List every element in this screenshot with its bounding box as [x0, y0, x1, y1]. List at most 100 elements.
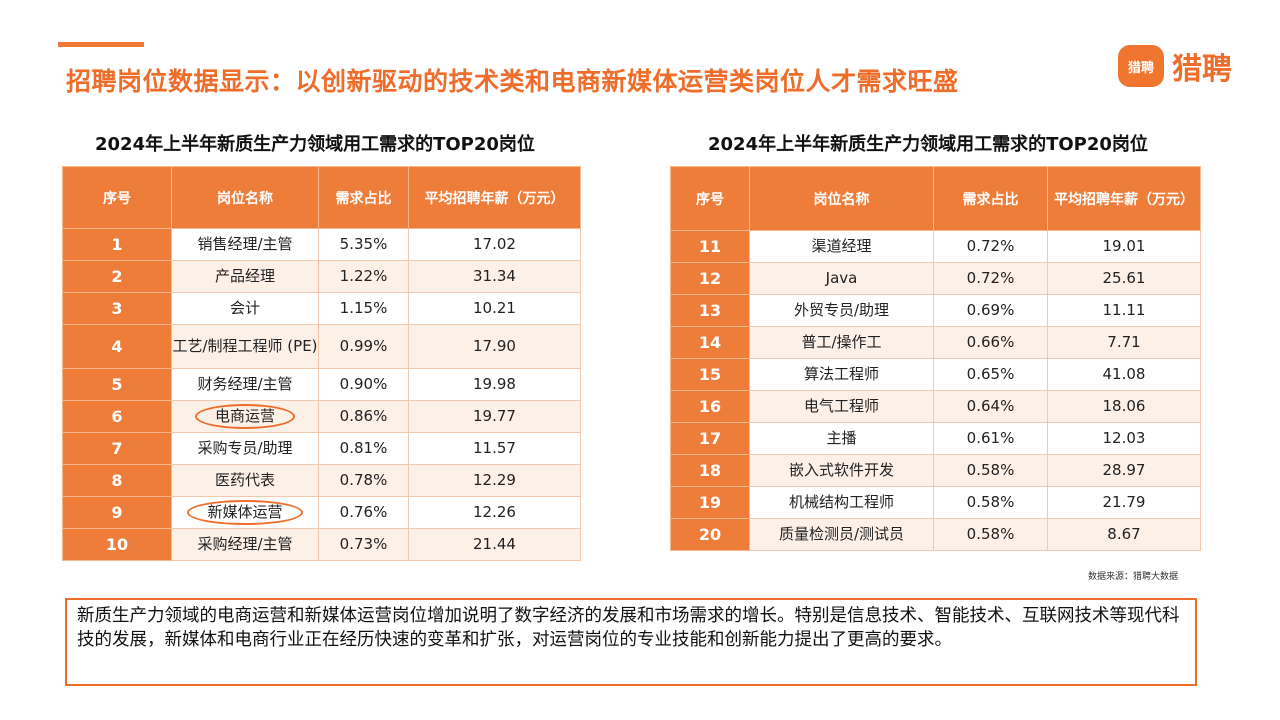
avg-salary: 17.02 [408, 228, 581, 261]
rank-number: 11 [670, 230, 750, 263]
rank-number: 15 [670, 358, 750, 391]
rank-number: 13 [670, 294, 750, 327]
avg-salary: 11.57 [408, 432, 581, 465]
header-no: 序号 [670, 166, 750, 231]
avg-salary: 12.03 [1047, 422, 1201, 455]
page-title: 招聘岗位数据显示：以创新驱动的技术类和电商新媒体运营类岗位人才需求旺盛 [66, 67, 959, 96]
table-row: 10 采购经理/主管 0.73% 21.44 [62, 528, 581, 561]
header-avg-salary: 平均招聘年薪（万元） [408, 166, 581, 229]
avg-salary: 10.21 [408, 292, 581, 325]
header-no: 序号 [62, 166, 172, 229]
rank-number: 16 [670, 390, 750, 423]
demand-share: 0.58% [933, 518, 1048, 551]
rank-number: 19 [670, 486, 750, 519]
rank-number: 20 [670, 518, 750, 551]
avg-salary: 19.77 [408, 400, 581, 433]
demand-share: 0.66% [933, 326, 1048, 359]
title-accent-bar [58, 42, 144, 47]
avg-salary: 18.06 [1047, 390, 1201, 423]
job-name: 外贸专员/助理 [749, 294, 934, 327]
avg-salary: 25.61 [1047, 262, 1201, 295]
table-row: 8 医药代表 0.78% 12.29 [62, 464, 581, 497]
demand-share: 0.76% [318, 496, 409, 529]
job-name: 产品经理 [171, 260, 319, 293]
job-name: 普工/操作工 [749, 326, 934, 359]
left-jobs-table: 序号 岗位名称 需求占比 平均招聘年薪（万元） 1 销售经理/主管 5.35% 17.… [62, 166, 581, 561]
table-row: 20 质量检测员/测试员 0.58% 8.67 [670, 518, 1201, 551]
highlight-circle: 电商运营 [194, 404, 295, 429]
header-job-name: 岗位名称 [749, 166, 934, 231]
avg-salary: 19.01 [1047, 230, 1201, 263]
job-name: 新媒体运营 [171, 496, 319, 529]
table-row: 9 新媒体运营 0.76% 12.26 [62, 496, 581, 529]
table-row: 1 销售经理/主管 5.35% 17.02 [62, 228, 581, 261]
demand-share: 0.72% [933, 230, 1048, 263]
demand-share: 0.65% [933, 358, 1048, 391]
table-row: 2 产品经理 1.22% 31.34 [62, 260, 581, 293]
job-name: 质量检测员/测试员 [749, 518, 934, 551]
demand-share: 0.86% [318, 400, 409, 433]
rank-number: 1 [62, 228, 172, 261]
demand-share: 1.15% [318, 292, 409, 325]
table-row: 4 工艺/制程工程师 (PE) 0.99% 17.90 [62, 324, 581, 369]
table-row: 15 算法工程师 0.65% 41.08 [670, 358, 1201, 391]
rank-number: 8 [62, 464, 172, 497]
demand-share: 0.99% [318, 324, 409, 369]
table-row: 13 外贸专员/助理 0.69% 11.11 [670, 294, 1201, 327]
job-name: 采购专员/助理 [171, 432, 319, 465]
avg-salary: 7.71 [1047, 326, 1201, 359]
job-name: 电气工程师 [749, 390, 934, 423]
demand-share: 0.69% [933, 294, 1048, 327]
right-jobs-table: 序号 岗位名称 需求占比 平均招聘年薪（万元） 11 渠道经理 0.72% 19.01… [670, 166, 1201, 551]
job-name: 机械结构工程师 [749, 486, 934, 519]
table-row: 7 采购专员/助理 0.81% 11.57 [62, 432, 581, 465]
job-name: 主播 [749, 422, 934, 455]
demand-share: 0.58% [933, 454, 1048, 487]
demand-share: 0.64% [933, 390, 1048, 423]
avg-salary: 12.26 [408, 496, 581, 529]
job-name: 渠道经理 [749, 230, 934, 263]
rank-number: 7 [62, 432, 172, 465]
demand-share: 0.72% [933, 262, 1048, 295]
job-name: 财务经理/主管 [171, 368, 319, 401]
avg-salary: 19.98 [408, 368, 581, 401]
table-row: 19 机械结构工程师 0.58% 21.79 [670, 486, 1201, 519]
demand-share: 0.58% [933, 486, 1048, 519]
table-row: 14 普工/操作工 0.66% 7.71 [670, 326, 1201, 359]
data-source-note: 数据来源：猎聘大数据 [1088, 572, 1179, 582]
rank-number: 6 [62, 400, 172, 433]
avg-salary: 8.67 [1047, 518, 1201, 551]
rank-number: 17 [670, 422, 750, 455]
demand-share: 0.78% [318, 464, 409, 497]
avg-salary: 21.44 [408, 528, 581, 561]
table-row: 11 渠道经理 0.72% 19.01 [670, 230, 1201, 263]
table-row: 16 电气工程师 0.64% 18.06 [670, 390, 1201, 423]
left-table-title: 2024年上半年新质生产力领域用工需求的TOP20岗位 [95, 134, 535, 155]
header-job-name: 岗位名称 [171, 166, 319, 229]
avg-salary: 28.97 [1047, 454, 1201, 487]
demand-share: 0.61% [933, 422, 1048, 455]
job-name: 会计 [171, 292, 319, 325]
table-row: 5 财务经理/主管 0.90% 19.98 [62, 368, 581, 401]
rank-number: 9 [62, 496, 172, 529]
job-name: 算法工程师 [749, 358, 934, 391]
right-table-title: 2024年上半年新质生产力领域用工需求的TOP20岗位 [708, 134, 1148, 155]
avg-salary: 21.79 [1047, 486, 1201, 519]
rank-number: 3 [62, 292, 172, 325]
liepin-logo: 猎聘 猎聘 [1118, 44, 1232, 88]
demand-share: 0.90% [318, 368, 409, 401]
demand-share: 1.22% [318, 260, 409, 293]
avg-salary: 11.11 [1047, 294, 1201, 327]
job-name: 电商运营 [171, 400, 319, 433]
demand-share: 5.35% [318, 228, 409, 261]
rank-number: 2 [62, 260, 172, 293]
table-row: 6 电商运营 0.86% 19.77 [62, 400, 581, 433]
table-row: 18 嵌入式软件开发 0.58% 28.97 [670, 454, 1201, 487]
header-avg-salary: 平均招聘年薪（万元） [1047, 166, 1201, 231]
rank-number: 4 [62, 324, 172, 369]
header-demand-share: 需求占比 [933, 166, 1048, 231]
table-row: 17 主播 0.61% 12.03 [670, 422, 1201, 455]
job-name: 采购经理/主管 [171, 528, 319, 561]
job-name: 销售经理/主管 [171, 228, 319, 261]
highlight-circle: 新媒体运营 [187, 500, 303, 525]
